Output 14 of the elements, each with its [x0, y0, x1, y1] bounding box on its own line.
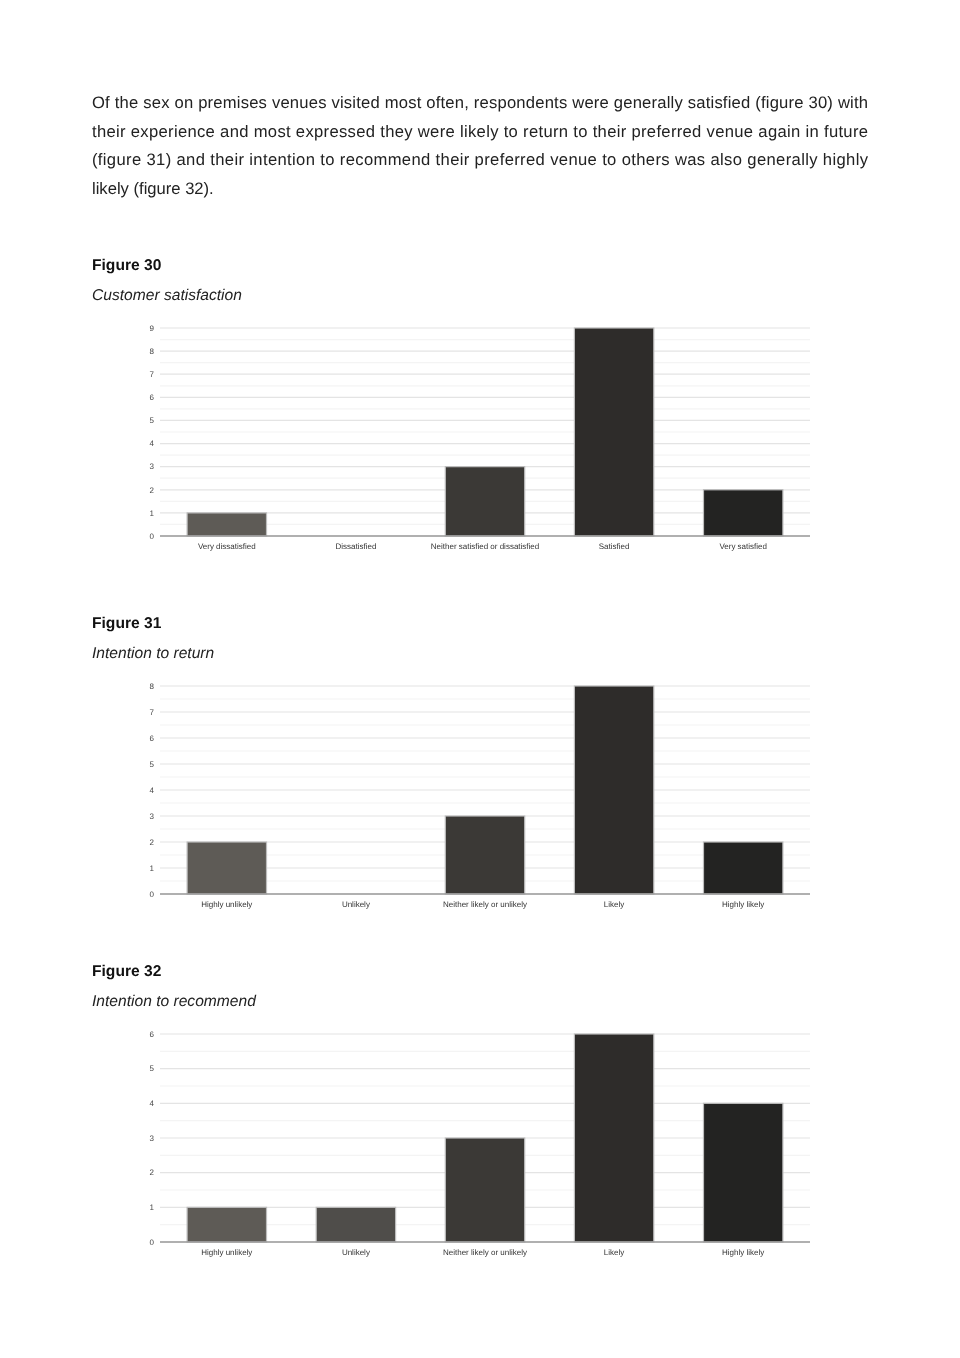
bar [315, 1206, 397, 1243]
bar [702, 489, 784, 537]
bar [573, 327, 655, 537]
bar [186, 841, 268, 895]
bar [702, 841, 784, 895]
bar [444, 815, 526, 895]
text: Of the sex on premises venues visited most often, respondents were generally satisfied (figure 30) with their experience and most expressed they were likely to return to their preferred venue again in future (figure 31) and their intention to recommend their preferred venue to others was also generally highly likely (figure 32). [92, 92, 870, 198]
bar [186, 1206, 268, 1243]
bar [186, 512, 268, 537]
bar [444, 466, 526, 537]
bar [573, 1033, 655, 1243]
bar [573, 685, 655, 895]
bar [702, 1102, 784, 1243]
bar [444, 1137, 526, 1243]
